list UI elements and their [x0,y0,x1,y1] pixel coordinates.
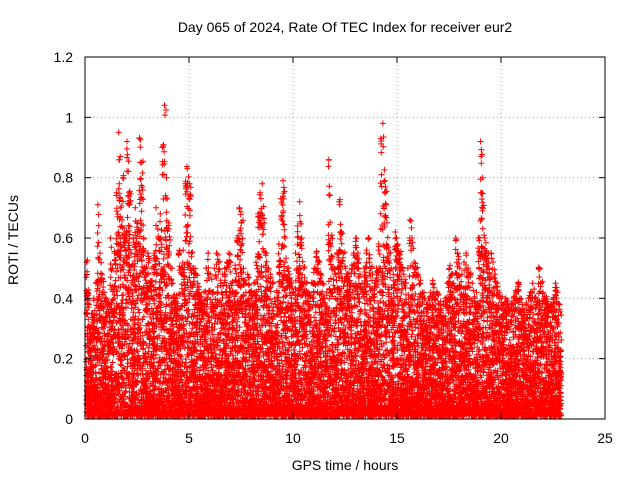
x-tick-label: 25 [597,430,613,446]
y-tick-label: 1.2 [54,49,74,65]
x-tick-label: 0 [81,430,89,446]
y-tick-label: 0.2 [54,351,74,367]
x-tick-label: 20 [493,430,509,446]
y-tick-label: 0.4 [54,290,74,306]
x-tick-label: 5 [185,430,193,446]
chart-title: Day 065 of 2024, Rate Of TEC Index for r… [178,19,513,35]
y-tick-label: 0.6 [54,230,74,246]
axis-ticks: 0 5 10 15 20 25 0 0.2 0.4 0.6 0.8 1 1.2 [54,49,613,446]
y-axis-label: ROTI / TECUs [5,195,21,285]
y-tick-label: 0.8 [54,170,74,186]
x-tick-label: 10 [285,430,301,446]
y-tick-label: 1 [65,109,73,125]
y-tick-label: 0 [65,411,73,427]
x-axis-label: GPS time / hours [292,457,399,473]
data-points [83,102,565,419]
x-tick-label: 15 [389,430,405,446]
roti-scatter-points [83,102,565,419]
